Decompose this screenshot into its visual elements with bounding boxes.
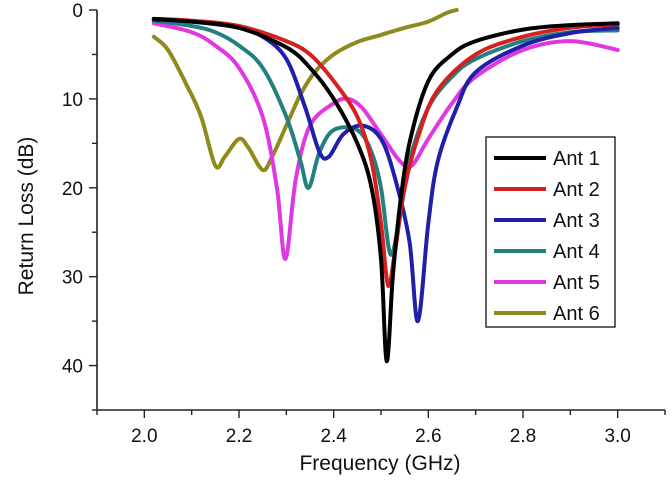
legend-items: Ant 1 Ant 2 Ant 3 Ant 4 Ant 5 Ant 6	[494, 148, 600, 325]
x-axis-title: Frequency (GHz)	[299, 452, 460, 475]
x-tick-label: 2.4	[320, 426, 347, 447]
legend-label-ant-5: Ant 5	[553, 272, 600, 294]
y-axis-title: Return Loss (dB)	[15, 137, 38, 296]
series-lines	[151, 8, 620, 364]
y-axis-ticks: 0 10 20 30 40	[62, 1, 97, 411]
series-line-ant-1	[151, 16, 620, 364]
x-tick-label: 2.0	[131, 426, 157, 447]
x-axis-ticks: 2.0 2.2 2.4 2.6 2.8 3.0	[96, 410, 666, 447]
legend-label-ant-6: Ant 6	[553, 303, 600, 325]
x-tick-label: 2.2	[226, 426, 252, 447]
y-tick-label: 10	[62, 90, 83, 111]
x-tick-label: 2.6	[415, 426, 441, 447]
series-line-ant-2	[151, 16, 620, 289]
x-tick-label: 3.0	[604, 426, 630, 447]
y-tick-label: 40	[62, 357, 83, 378]
y-tick-label: 0	[72, 1, 83, 22]
series-line-ant-6	[151, 8, 459, 173]
y-tick-label: 30	[62, 268, 83, 289]
x-tick-label: 2.8	[510, 426, 536, 447]
legend-label-ant-2: Ant 2	[553, 179, 600, 201]
legend: Ant 1 Ant 2 Ant 3 Ant 4 Ant 5 Ant 6	[485, 136, 616, 328]
legend-label-ant-4: Ant 4	[553, 241, 600, 263]
legend-box	[485, 136, 616, 328]
plot-area: 2.0 2.2 2.4 2.6 2.8 3.0 0 10 20 30 40	[62, 1, 666, 447]
series-line-ant-3	[151, 17, 620, 324]
legend-label-ant-3: Ant 3	[553, 210, 600, 232]
legend-label-ant-1: Ant 1	[553, 148, 600, 170]
y-tick-label: 20	[62, 179, 83, 200]
